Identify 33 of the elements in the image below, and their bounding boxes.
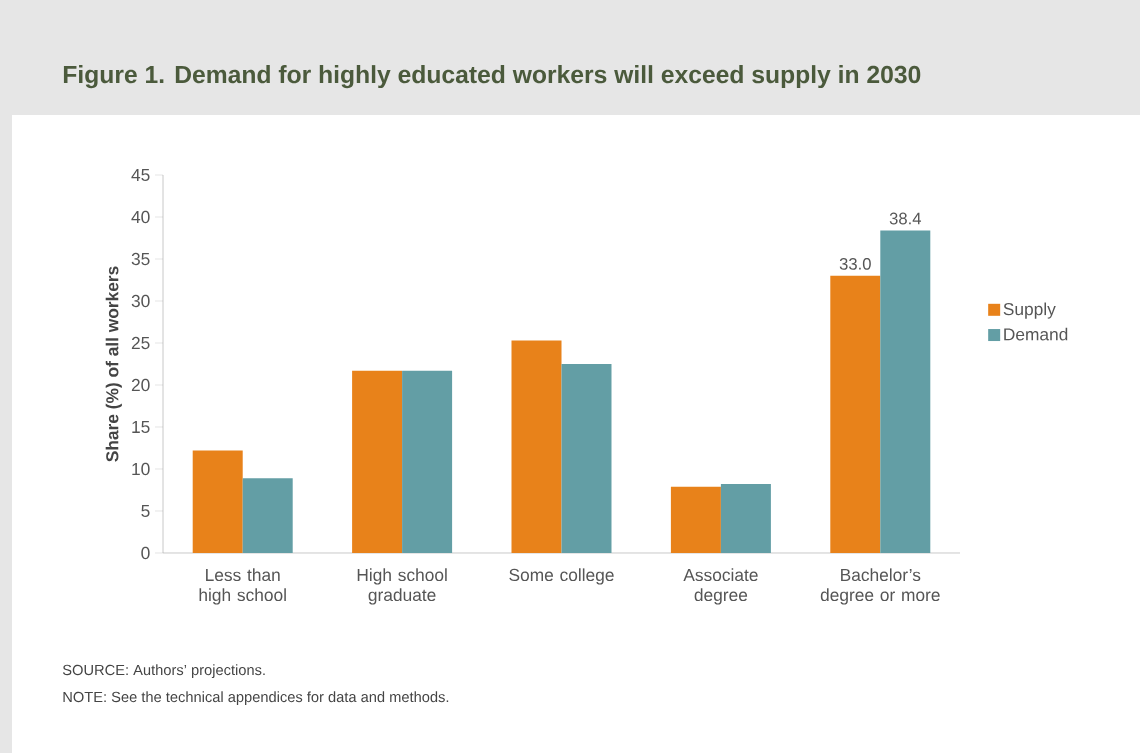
y-tick-label: 40 [131, 210, 150, 224]
y-tick-label: 25 [131, 336, 150, 350]
y-tick-label: 10 [132, 462, 150, 476]
x-tick-label: High school graduate [357, 568, 447, 605]
y-tick-label: 35 [131, 252, 150, 266]
bar [670, 486, 721, 553]
x-tick-label: Bachelor’s degree or more [820, 568, 940, 605]
bar [242, 478, 293, 553]
bar [561, 364, 612, 553]
bar [880, 230, 931, 553]
x-tick-label: Some college [509, 568, 614, 585]
y-axis-title: Share (%) of all workers [105, 266, 122, 462]
y-tick-label: 20 [131, 378, 150, 392]
chart-title: Figure 1. Demand for highly educated workers will exceed supply in 2030 [63, 65, 921, 89]
legend-label: Demand [1004, 327, 1068, 341]
bar [511, 340, 562, 553]
bar [830, 275, 881, 553]
text: NOTE: See the technical appendices for data and methods. [63, 691, 449, 706]
x-tick-label: Associate degree [683, 568, 758, 605]
bar [720, 484, 771, 553]
y-tick-label: 45 [131, 168, 150, 182]
y-tick-label: 30 [131, 294, 150, 308]
y-tick-label: 15 [132, 420, 150, 434]
source-note: SOURCE: Authors’ projections. [62, 664, 265, 679]
bar [352, 370, 403, 553]
bar [192, 450, 243, 553]
y-tick-label: 5 [141, 504, 150, 518]
data-label: 33.0 [839, 257, 871, 270]
data-label: 38.4 [889, 212, 922, 225]
legend-label: Supply [1003, 302, 1056, 319]
x-tick-label: Less than high school [199, 568, 286, 605]
y-tick-label: 0 [141, 546, 150, 560]
bar [402, 370, 453, 553]
